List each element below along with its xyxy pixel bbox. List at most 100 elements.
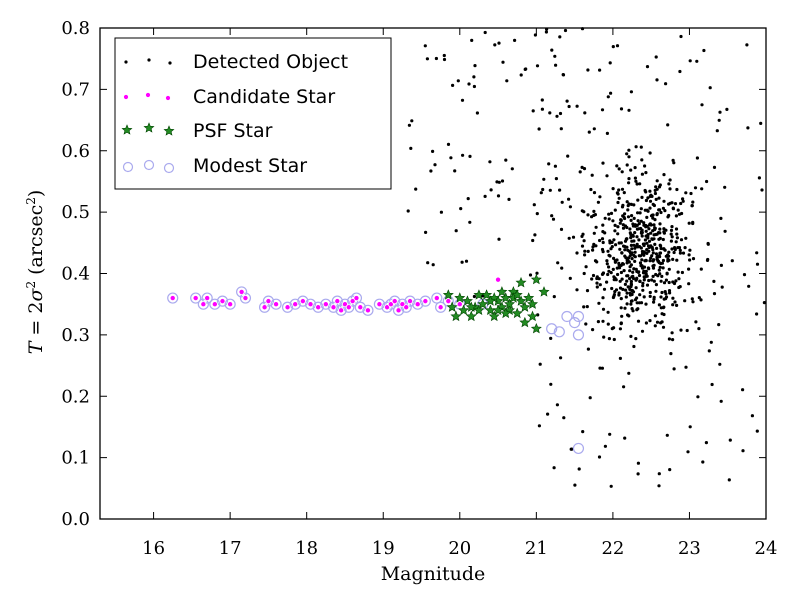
detected-object-point xyxy=(559,127,563,131)
detected-object-point xyxy=(741,388,745,392)
detected-object-point xyxy=(648,319,652,323)
detected-object-point xyxy=(618,356,623,360)
detected-object-point xyxy=(635,308,639,312)
detected-object-point xyxy=(676,270,680,274)
detected-object-point xyxy=(646,209,650,213)
modest-star-point xyxy=(572,329,585,341)
detected-object-point xyxy=(592,127,596,131)
detected-object-point xyxy=(666,257,670,261)
detected-object-point xyxy=(582,239,586,243)
detected-object-point xyxy=(747,284,751,288)
detected-object-point xyxy=(610,245,614,249)
legend-psf-star xyxy=(143,122,155,133)
detected-object-point xyxy=(653,226,657,230)
detected-object-point xyxy=(664,228,668,232)
detected-object-point xyxy=(598,366,602,370)
detected-object-point xyxy=(710,382,714,387)
detected-object-point xyxy=(687,221,691,225)
detected-object-point xyxy=(434,56,438,61)
detected-object-point xyxy=(406,209,410,213)
modest-star-point xyxy=(362,304,374,316)
detected-object-point xyxy=(644,272,648,276)
modest-star-point xyxy=(297,295,309,307)
detected-object-point xyxy=(625,302,629,306)
detected-object-point xyxy=(696,395,700,399)
detected-object-point xyxy=(501,60,505,64)
candidate-star-point xyxy=(299,298,306,305)
detected-object-point xyxy=(718,110,722,114)
detected-object-point xyxy=(635,182,639,186)
detected-object-point xyxy=(702,48,706,53)
detected-object-point xyxy=(655,187,659,191)
x-tick-label: 20 xyxy=(448,538,471,559)
psf-star-point xyxy=(511,307,523,319)
candidate-star-point xyxy=(349,298,356,305)
candidate-star-point xyxy=(322,301,329,308)
detected-object-point xyxy=(629,90,634,94)
candidate-star-point xyxy=(357,304,364,311)
detected-object-point xyxy=(642,269,646,273)
detected-object-point xyxy=(568,205,573,209)
detected-object-point xyxy=(637,238,641,242)
detected-object-point xyxy=(655,320,660,324)
detected-object-point xyxy=(657,196,661,200)
candidate-star-point xyxy=(238,288,245,295)
candidate-star-point xyxy=(445,298,452,305)
detected-object-point xyxy=(558,188,562,192)
detected-object-point xyxy=(596,320,601,324)
detected-object-point xyxy=(679,201,683,206)
detected-object-point xyxy=(426,261,430,265)
detected-object-point xyxy=(659,210,663,215)
x-tick-label: 18 xyxy=(295,538,318,559)
detected-object-point xyxy=(609,211,614,215)
detected-object-point xyxy=(615,44,620,48)
detected-object-point xyxy=(608,432,612,436)
modest-star-point xyxy=(167,292,179,304)
detected-object-point xyxy=(658,251,662,255)
candidate-star-point xyxy=(414,301,421,308)
detected-object-point xyxy=(617,188,621,192)
detected-object-point xyxy=(634,145,638,149)
detected-object-point xyxy=(495,180,499,184)
x-tick-label: 21 xyxy=(525,538,548,559)
detected-object-point xyxy=(600,366,605,370)
modest-star-point xyxy=(385,298,397,310)
detected-object-point xyxy=(648,189,652,193)
detected-object-point xyxy=(707,349,711,353)
detected-object-point xyxy=(611,187,615,191)
detected-object-point xyxy=(691,257,696,261)
detected-object-point xyxy=(645,283,650,287)
psf-star-point xyxy=(461,295,473,306)
detected-object-point xyxy=(407,123,411,127)
modest-star-point xyxy=(304,298,317,310)
detected-object-point xyxy=(629,284,633,289)
detected-object-point xyxy=(489,188,493,192)
detected-object-point xyxy=(615,266,619,270)
detected-object-point xyxy=(425,57,429,61)
detected-object-point xyxy=(544,30,549,34)
detected-object-point xyxy=(633,176,638,180)
detected-object-point xyxy=(657,303,662,307)
legend-label-modest: Modest Star xyxy=(193,155,307,177)
detected-object-point xyxy=(497,41,501,45)
detected-object-point xyxy=(654,55,658,59)
detected-object-point xyxy=(611,267,615,271)
detected-object-point xyxy=(559,227,564,231)
detected-object-point xyxy=(593,259,598,263)
detected-object-point xyxy=(616,200,620,205)
detected-object-point xyxy=(659,306,663,310)
detected-object-point xyxy=(648,206,652,210)
detected-object-point xyxy=(674,279,678,283)
candidate-star-point xyxy=(407,298,414,305)
y-label-close: ) xyxy=(25,190,47,197)
detected-object-point xyxy=(621,203,625,207)
candidate-star-point xyxy=(307,301,314,308)
detected-object-point xyxy=(688,425,692,429)
detected-object-point xyxy=(652,300,656,304)
candidate-star-point xyxy=(353,295,360,302)
detected-object-point xyxy=(625,279,629,283)
detected-object-point xyxy=(679,238,684,242)
detected-object-point xyxy=(619,321,623,325)
psf-star-point xyxy=(473,289,485,300)
detected-object-point xyxy=(611,219,615,223)
